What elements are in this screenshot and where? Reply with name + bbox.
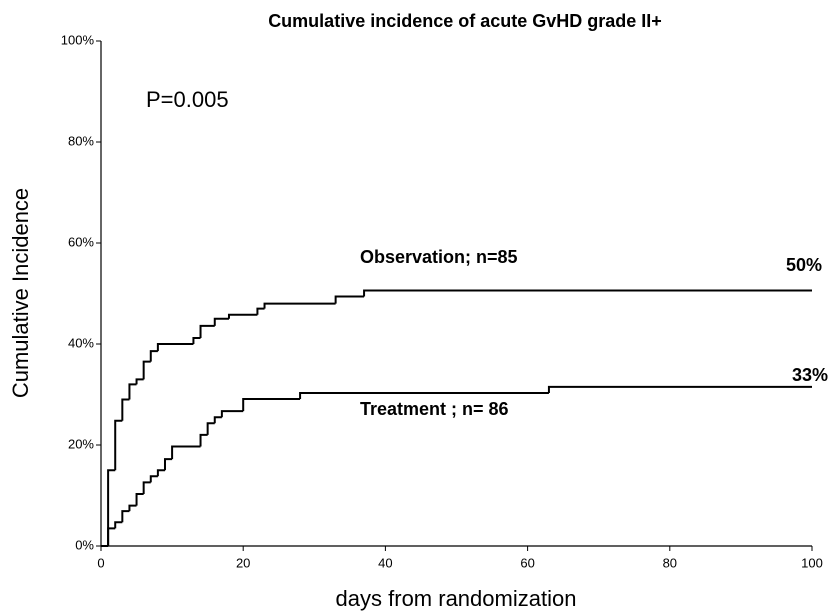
step-segment (128, 504, 137, 512)
step-segment (220, 410, 244, 418)
step-segment (227, 313, 258, 319)
step-segment (121, 398, 130, 421)
step-segment (114, 521, 123, 529)
y-tick-label: 40% (68, 335, 94, 350)
step-segment (149, 350, 158, 362)
step-segment (199, 324, 215, 338)
step-segment (156, 343, 194, 352)
step-segment (299, 391, 549, 400)
y-axis-label: Cumulative Incidence (8, 188, 33, 398)
y-tick-label: 60% (68, 234, 94, 249)
step-segment (135, 378, 144, 385)
y-tick-label: 80% (68, 133, 94, 148)
y-tick-label: 20% (68, 436, 94, 451)
x-tick-label: 0 (97, 555, 104, 570)
step-segment (142, 481, 151, 494)
step-segment (142, 360, 151, 380)
x-tick-label: 100 (801, 555, 823, 570)
y-tick-label: 100% (61, 32, 95, 47)
chart-title: Cumulative incidence of acute GvHD grade… (268, 11, 662, 31)
step-segment (107, 527, 116, 546)
step-segment (163, 458, 173, 471)
step-segment (334, 295, 365, 304)
step-segment (213, 317, 229, 326)
x-tick-label: 40 (378, 555, 392, 570)
step-segment (135, 492, 144, 506)
series-label: Treatment ; n= 86 (360, 399, 509, 419)
step-segment (156, 469, 165, 477)
step-segment (547, 385, 812, 393)
y-tick-label: 0% (75, 537, 94, 552)
step-segment (263, 302, 336, 309)
step-segment (171, 445, 201, 460)
step-segment (121, 510, 130, 523)
x-tick-label: 80 (663, 555, 677, 570)
x-axis-label: days from randomization (336, 586, 577, 611)
step-segment (114, 419, 123, 471)
step-segment (192, 336, 201, 344)
step-segment (128, 383, 137, 400)
step-segment (363, 289, 812, 297)
step-segment (213, 416, 222, 424)
series-label: Observation; n=85 (360, 247, 518, 267)
annotation: P=0.005 (146, 87, 229, 112)
x-tick-label: 20 (236, 555, 250, 570)
step-segment (199, 433, 208, 447)
x-tick-label: 60 (520, 555, 534, 570)
step-segment (206, 422, 215, 435)
annotation: 33% (792, 365, 828, 385)
step-segment (149, 475, 158, 483)
step-segment (256, 307, 265, 315)
annotation: 50% (786, 255, 822, 275)
step-segment (107, 469, 116, 546)
step-segment (242, 398, 301, 412)
